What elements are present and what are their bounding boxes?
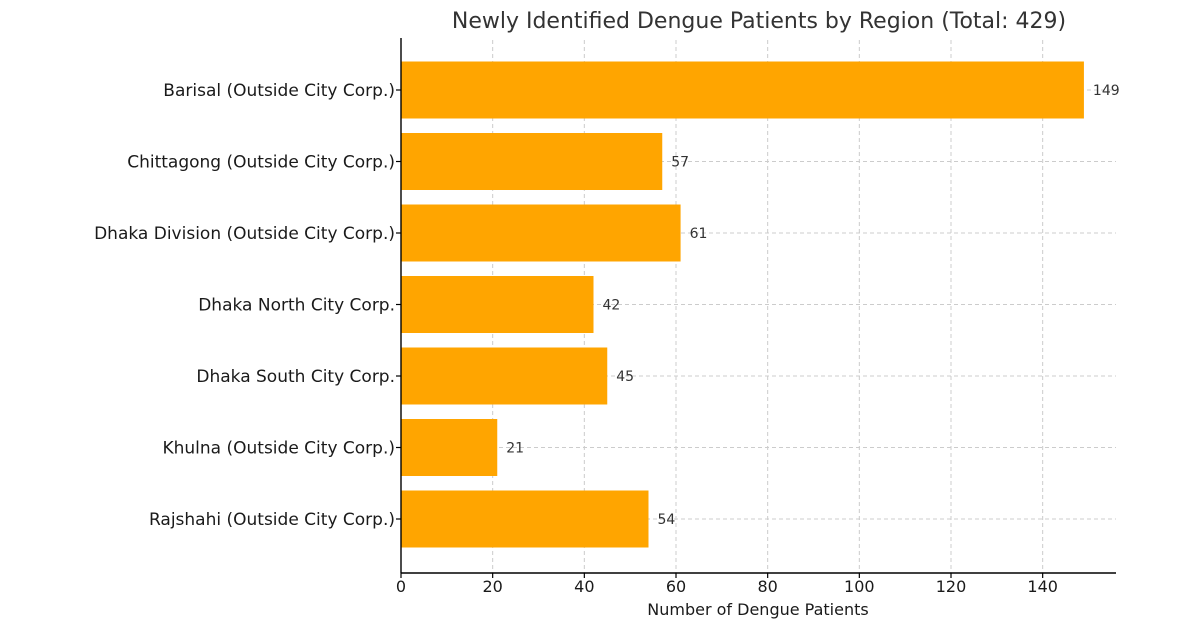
- bar: [401, 490, 649, 548]
- bar-value-label: 42: [603, 298, 621, 314]
- bar: [401, 276, 594, 333]
- bar-value-label: 149: [1093, 83, 1120, 99]
- x-tick-label: 100: [844, 577, 875, 596]
- bar: [401, 204, 681, 262]
- x-axis-title: Number of Dengue Patients: [647, 600, 868, 619]
- bars: [401, 61, 1084, 548]
- bar: [401, 347, 608, 405]
- category-label: Dhaka South City Corp.: [196, 367, 395, 387]
- category-labels: Barisal (Outside City Corp.) Chittagong (…: [94, 81, 395, 530]
- bar-value-label: 45: [616, 369, 634, 385]
- x-tick-label: 20: [482, 577, 502, 596]
- x-tick-label: 60: [666, 577, 686, 596]
- x-tick-label: 80: [757, 577, 777, 596]
- bar-value-label: 61: [690, 226, 708, 242]
- bar-value-label: 57: [671, 155, 689, 171]
- chart-title: Newly Identified Dengue Patients by Regi…: [452, 9, 1066, 34]
- category-label: Dhaka North City Corp.: [198, 296, 395, 316]
- category-label: Rajshahi (Outside City Corp.): [149, 510, 395, 530]
- category-label: Chittagong (Outside City Corp.): [127, 153, 395, 173]
- x-tick-label: 0: [396, 577, 406, 596]
- axes: [400, 38, 1116, 574]
- category-label: Khulna (Outside City Corp.): [162, 439, 395, 459]
- bar-value-label: 54: [658, 512, 676, 528]
- category-label: Barisal (Outside City Corp.): [163, 81, 395, 101]
- bar: [401, 133, 663, 190]
- bar-value-label: 21: [506, 441, 524, 457]
- bar: [401, 419, 498, 476]
- x-tick-label: 40: [574, 577, 594, 596]
- x-tick-label: 140: [1027, 577, 1058, 596]
- category-label: Dhaka Division (Outside City Corp.): [94, 224, 395, 244]
- x-tick-label: 120: [936, 577, 967, 596]
- bar: [401, 61, 1084, 119]
- value-labels: 149 57 61 42 45 21 54: [506, 83, 1119, 528]
- x-ticks: 0 20 40 60 80 100 120 140: [396, 89, 1058, 596]
